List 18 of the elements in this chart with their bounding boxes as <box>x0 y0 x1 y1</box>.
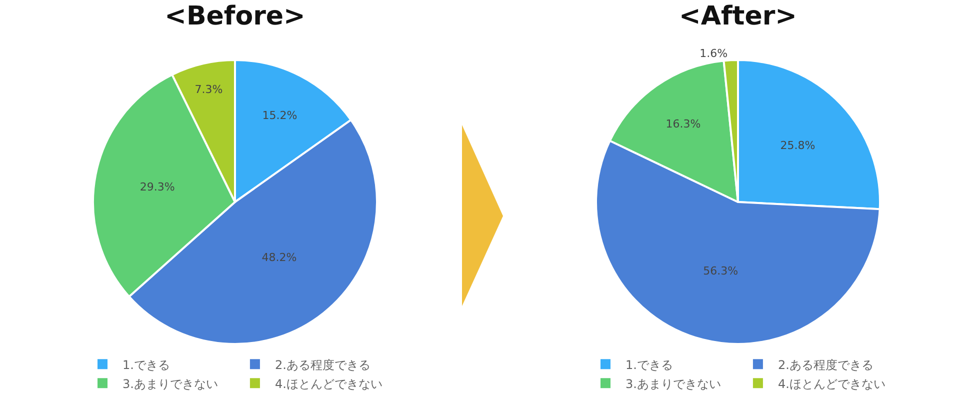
data-label: 25.8% <box>780 138 816 152</box>
legend-label: 1.できる <box>122 358 170 372</box>
legend-label: 1.できる <box>626 358 673 372</box>
legend-label: 4.ほとんどできない <box>274 376 382 391</box>
data-label: 16.3% <box>666 118 701 131</box>
data-label: 1.6% <box>700 47 728 60</box>
legend-label: 3.あまりできない <box>626 376 721 391</box>
legend-label: 2.ある程度できる <box>778 358 874 372</box>
data-label: 48.2% <box>262 251 297 264</box>
legend-label: 4.ほとんどできない <box>778 376 886 391</box>
data-label: 7.3% <box>194 82 223 96</box>
legend-label: 3.あまりできない <box>122 376 218 391</box>
data-label: 56.3% <box>703 264 738 278</box>
legend-label: 2.ある程度できる <box>274 358 370 372</box>
data-label: 29.3% <box>140 180 175 194</box>
chart-title: <Before> <box>164 1 306 32</box>
chart-title: <After> <box>679 1 797 32</box>
data-label: 15.2% <box>262 109 298 122</box>
